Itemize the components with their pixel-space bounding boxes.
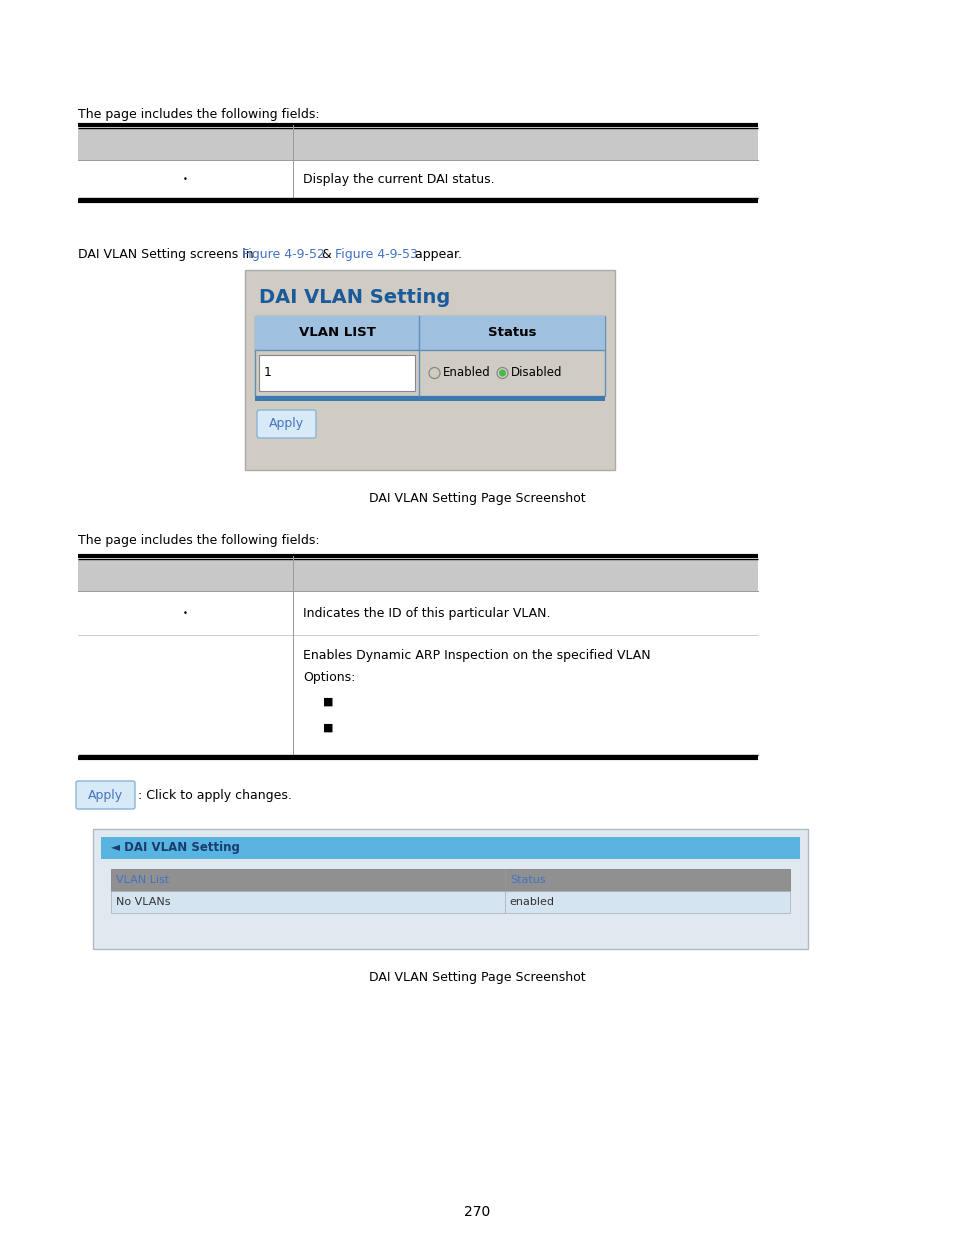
Text: Indicates the ID of this particular VLAN.: Indicates the ID of this particular VLAN… <box>303 606 550 620</box>
Text: •: • <box>182 609 187 618</box>
Text: ◄ DAI VLAN Setting: ◄ DAI VLAN Setting <box>111 841 239 855</box>
Text: Options:: Options: <box>303 671 355 684</box>
FancyBboxPatch shape <box>254 316 604 350</box>
Circle shape <box>498 369 505 377</box>
Text: ■: ■ <box>323 722 334 734</box>
Text: VLAN List: VLAN List <box>116 876 169 885</box>
FancyBboxPatch shape <box>92 829 807 948</box>
Text: The page includes the following fields:: The page includes the following fields: <box>78 534 319 547</box>
Text: ■: ■ <box>323 697 334 706</box>
Text: Figure 4-9-53: Figure 4-9-53 <box>335 248 417 261</box>
Text: &: & <box>317 248 335 261</box>
Text: Disabled: Disabled <box>510 367 561 379</box>
Text: enabled: enabled <box>509 897 555 906</box>
Text: The page includes the following fields:: The page includes the following fields: <box>78 107 319 121</box>
Text: DAI VLAN Setting screens in: DAI VLAN Setting screens in <box>78 248 257 261</box>
FancyBboxPatch shape <box>78 559 758 592</box>
Text: DAI VLAN Setting: DAI VLAN Setting <box>258 288 450 308</box>
FancyBboxPatch shape <box>245 270 615 471</box>
Text: •: • <box>182 174 187 184</box>
FancyBboxPatch shape <box>256 410 315 438</box>
Text: Apply: Apply <box>269 417 304 431</box>
Text: DAI VLAN Setting Page Screenshot: DAI VLAN Setting Page Screenshot <box>368 971 585 984</box>
FancyBboxPatch shape <box>78 128 758 161</box>
Text: Apply: Apply <box>88 788 123 802</box>
FancyBboxPatch shape <box>254 396 604 401</box>
Text: : Click to apply changes.: : Click to apply changes. <box>138 788 292 802</box>
Text: Status: Status <box>509 876 545 885</box>
Text: Status: Status <box>488 326 536 340</box>
Text: appear.: appear. <box>411 248 462 261</box>
FancyBboxPatch shape <box>258 354 416 391</box>
Text: VLAN LIST: VLAN LIST <box>298 326 375 340</box>
Text: 1: 1 <box>264 367 272 379</box>
Text: Figure 4-9-52: Figure 4-9-52 <box>241 248 324 261</box>
Text: Display the current DAI status.: Display the current DAI status. <box>303 173 494 185</box>
Text: DAI VLAN Setting Page Screenshot: DAI VLAN Setting Page Screenshot <box>368 492 585 505</box>
Text: 270: 270 <box>463 1205 490 1219</box>
Text: Enables Dynamic ARP Inspection on the specified VLAN: Enables Dynamic ARP Inspection on the sp… <box>303 650 650 662</box>
FancyBboxPatch shape <box>101 837 800 860</box>
FancyBboxPatch shape <box>111 890 789 913</box>
FancyBboxPatch shape <box>111 869 789 890</box>
FancyBboxPatch shape <box>76 781 135 809</box>
Text: No VLANs: No VLANs <box>116 897 171 906</box>
Text: Enabled: Enabled <box>442 367 490 379</box>
